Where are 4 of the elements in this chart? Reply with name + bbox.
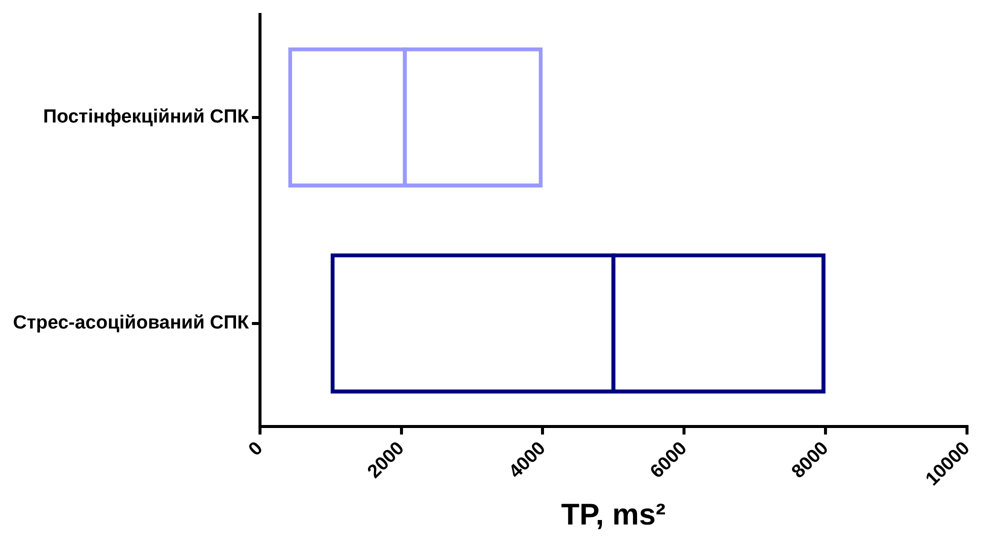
y-tick-label: Стрес-асоційований СПК (12, 312, 250, 334)
x-tick-label: 0 (244, 438, 268, 460)
y-tick-label: Постінфекційний СПК (43, 106, 250, 128)
x-axis-title: TP, ms² (561, 498, 666, 532)
